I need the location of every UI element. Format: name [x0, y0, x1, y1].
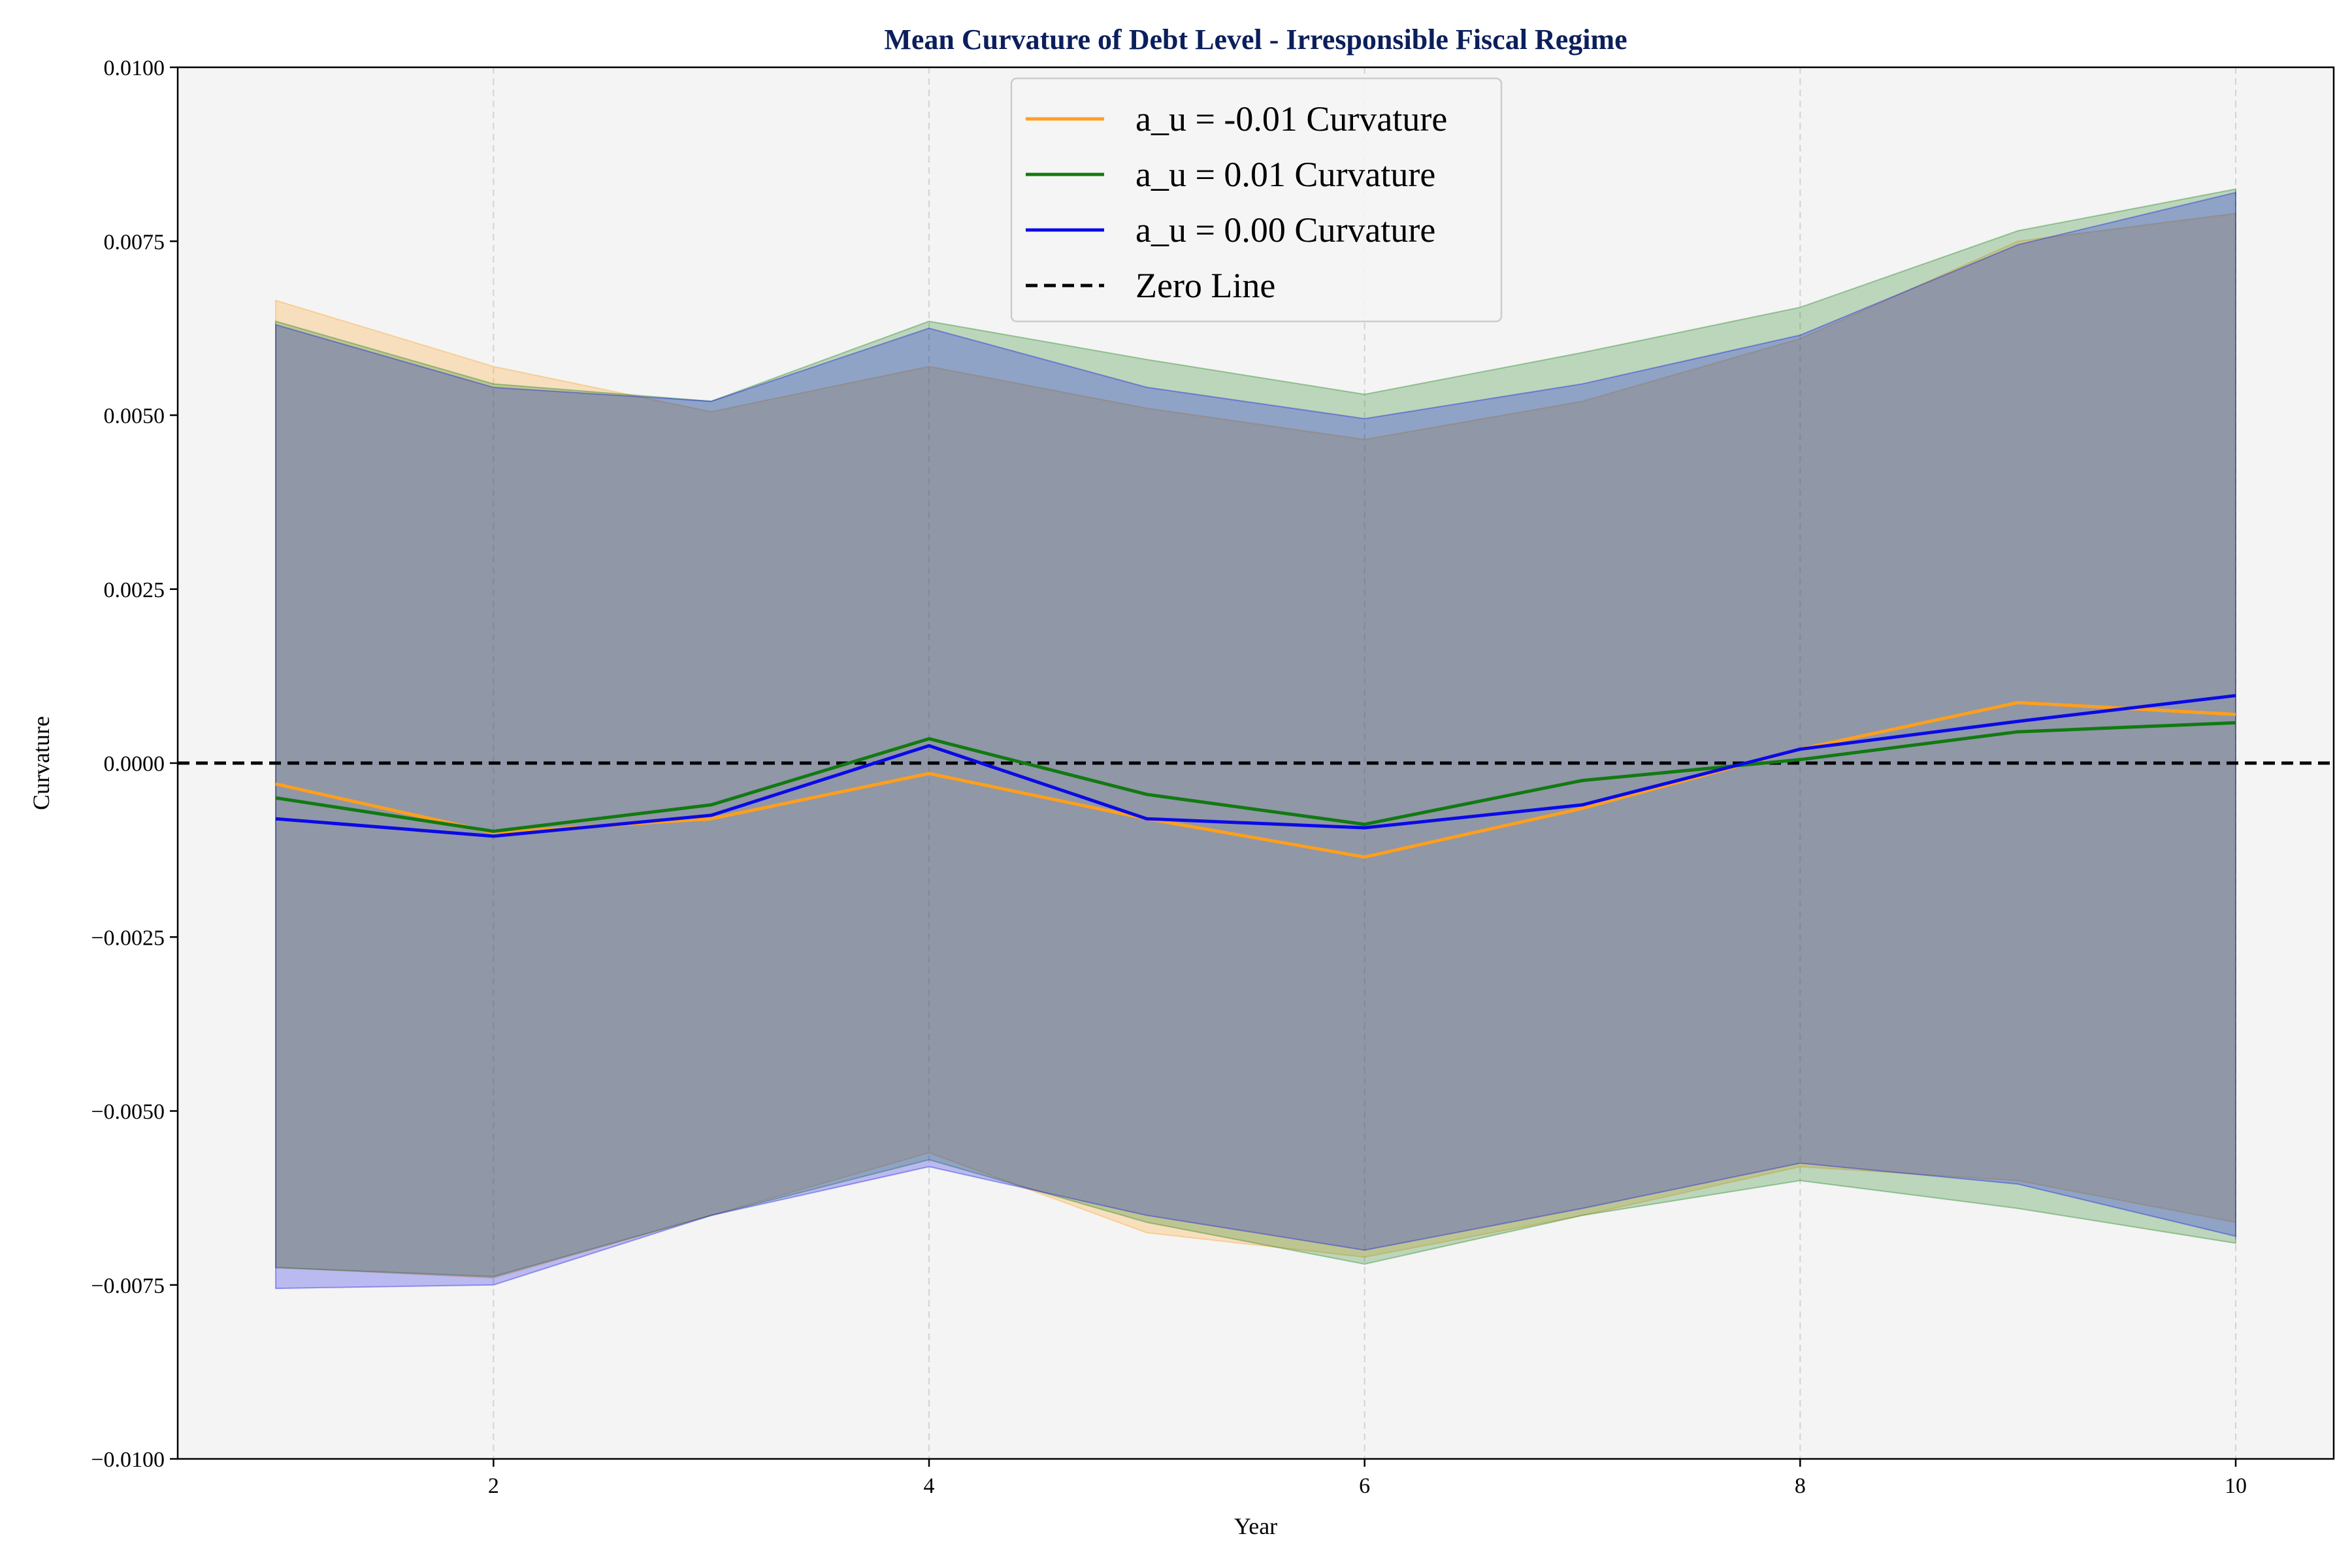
y-tick-label: −0.0100: [91, 1448, 165, 1472]
legend-label: Zero Line: [1135, 266, 1275, 305]
legend: a_u = -0.01 Curvature a_u = 0.01 Curvatur…: [1010, 77, 1503, 323]
legend-label: a_u = 0.01 Curvature: [1135, 155, 1435, 194]
x-axis-ticks: 2 4 6 8 10: [488, 1459, 2247, 1498]
y-tick-label: 0.0025: [104, 578, 165, 602]
y-tick-label: 0.0000: [104, 752, 165, 776]
y-tick-label: 0.0075: [104, 230, 165, 254]
y-tick-label: 0.0100: [104, 56, 165, 80]
series-lines: [275, 694, 2236, 859]
y-tick-label: −0.0050: [91, 1100, 165, 1124]
x-gridlines: [493, 67, 2236, 1459]
y-tick-label: 0.0050: [104, 404, 165, 429]
x-tick-label: 4: [924, 1474, 935, 1498]
confidence-band: [275, 191, 2236, 1290]
series-line: [275, 721, 2236, 833]
x-tick-label: 2: [488, 1474, 499, 1498]
x-tick-label: 8: [1795, 1474, 1806, 1498]
chart-title: Mean Curvature of Debt Level - Irrespons…: [884, 24, 1627, 56]
y-axis-label: Curvature: [28, 716, 54, 810]
confidence-band: [275, 188, 2236, 1277]
legend-label: a_u = 0.00 Curvature: [1135, 210, 1435, 250]
confidence-bands: [275, 188, 2236, 1290]
legend-box: [1010, 77, 1503, 323]
confidence-band: [275, 212, 2236, 1279]
x-tick-label: 6: [1359, 1474, 1370, 1498]
y-axis-ticks: −0.0100 −0.0075 −0.0050 −0.0025 0.0000 0.0025…: [91, 56, 178, 1472]
x-tick-label: 10: [2225, 1474, 2247, 1498]
y-tick-label: −0.0025: [91, 926, 165, 950]
legend-label: a_u = -0.01 Curvature: [1135, 99, 1447, 139]
y-tick-label: −0.0075: [91, 1274, 165, 1298]
x-axis-label: Year: [1234, 1513, 1277, 1539]
series-line: [275, 694, 2236, 838]
